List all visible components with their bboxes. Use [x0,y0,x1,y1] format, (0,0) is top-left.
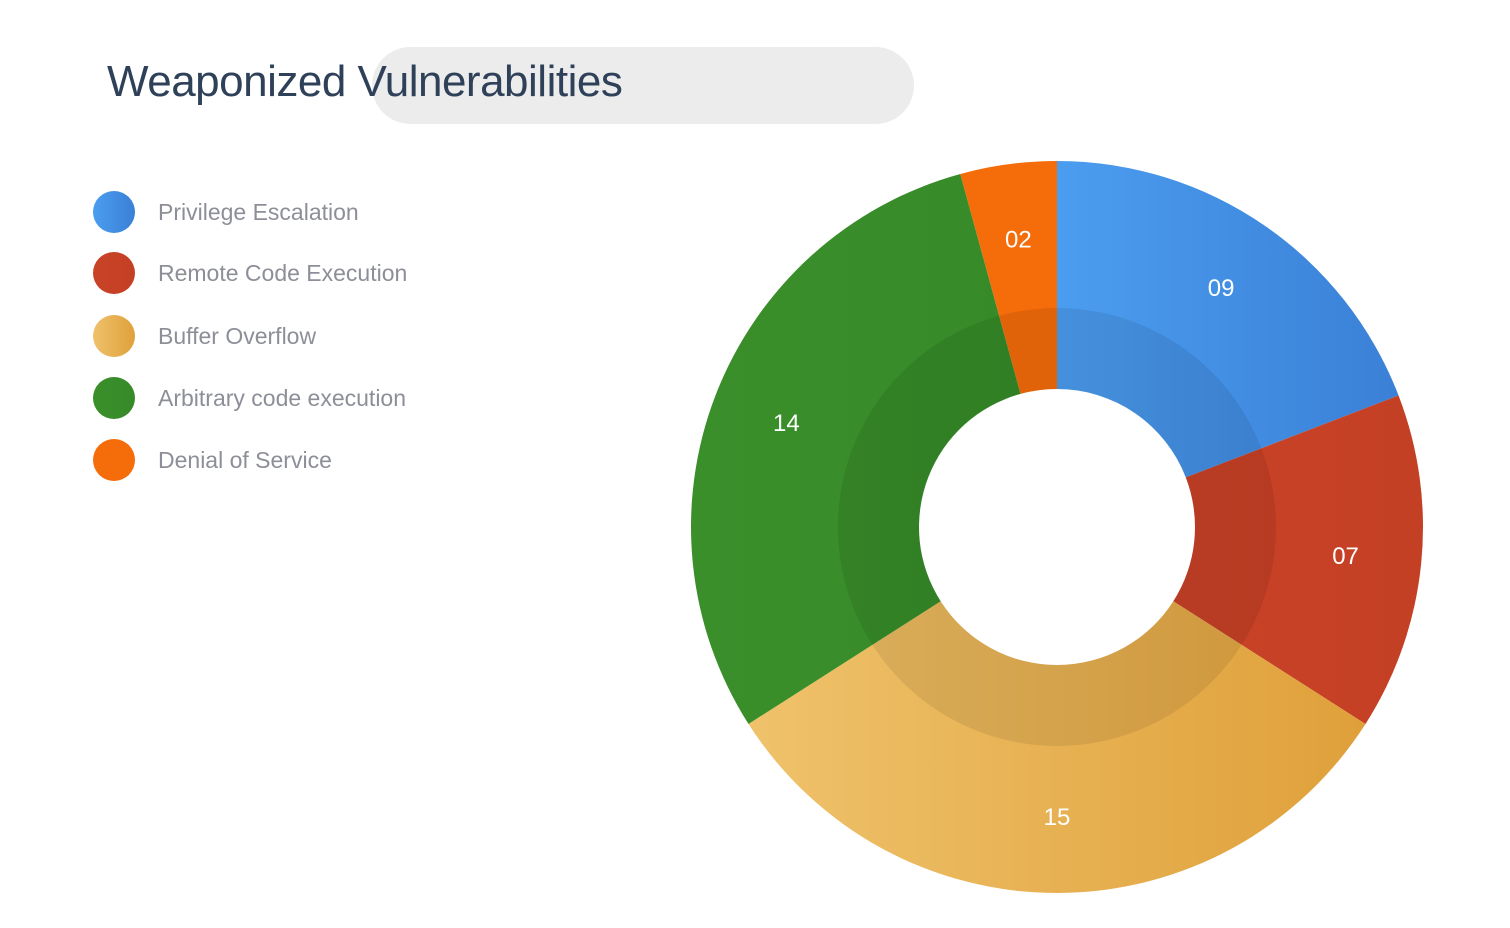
legend-label-privilege-escalation: Privilege Escalation [158,198,359,225]
slice-remote-code-execution [1173,395,1423,724]
legend-label-buffer-overflow: Buffer Overflow [158,322,317,349]
slice-value-label-buffer-overflow: 15 [1044,804,1071,831]
slice-denial-of-service [960,161,1057,394]
legend-swatch-arbitrary-code-execution [93,377,135,419]
donut-slices [690,161,1423,893]
slice-privilege-escalation [1057,161,1399,478]
donut-value-labels: 09 07 15 14 02 [773,227,1359,831]
legend-swatch-privilege-escalation [93,191,135,233]
slice-value-label-arbitrary-code-execution: 14 [773,410,800,437]
slice-arbitrary-code-execution [690,174,1021,724]
legend-item-remote-code-execution: Remote Code Execution [93,252,407,294]
slice-value-label-denial-of-service: 02 [1005,227,1032,254]
donut-inner-shade-ring [838,308,1276,746]
slice-buffer-overflow [748,601,1366,893]
legend-item-buffer-overflow: Buffer Overflow [93,315,316,357]
title-highlight-pill [372,47,914,124]
legend-swatch-buffer-overflow [93,315,135,357]
legend-item-denial-of-service: Denial of Service [93,439,332,481]
legend-label-denial-of-service: Denial of Service [158,446,332,473]
chart-title: Weaponized Vulnerabilities [107,57,623,106]
legend-label-remote-code-execution: Remote Code Execution [158,259,408,286]
slice-value-label-remote-code-execution: 07 [1332,543,1359,570]
legend-item-arbitrary-code-execution: Arbitrary code execution [93,377,406,419]
legend-swatch-denial-of-service [93,439,135,481]
legend-swatch-remote-code-execution [93,252,135,294]
legend-item-privilege-escalation: Privilege Escalation [93,191,359,233]
legend-label-arbitrary-code-execution: Arbitrary code execution [158,384,407,411]
slice-value-label-privilege-escalation: 09 [1208,275,1235,302]
